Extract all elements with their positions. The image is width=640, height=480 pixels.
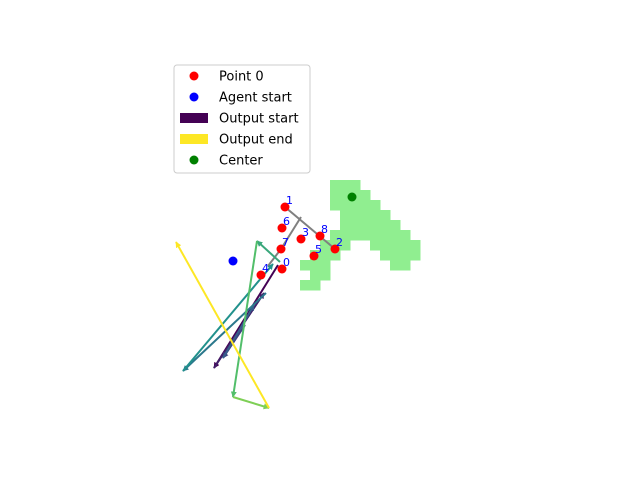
legend-marker [189,155,199,165]
region-cell [360,200,371,211]
keypoint-label: 1 [286,194,293,207]
region-cell [300,260,311,271]
region-cell [400,230,411,241]
legend-label: Agent start [219,91,292,106]
region-cell [380,210,391,221]
region-cell [390,220,401,231]
trajectory-arrow [232,396,270,410]
region-cell [330,250,341,261]
legend-swatch [180,134,208,144]
keypoint-label: 8 [321,223,328,236]
region-cell [340,180,351,191]
region-cell [390,260,401,271]
region-cell [380,240,391,251]
point-layer: 0 1 2 3 4 5 6 7 8 [228,192,357,280]
region-cell [360,220,371,231]
skeleton-edge [284,206,336,250]
region-cell [320,270,331,281]
keypoint-label: 7 [282,236,289,249]
region-cell [310,260,321,271]
region-cell [320,260,331,271]
region-cell [330,230,341,241]
legend: Point 0 Agent start Output start Output end… [173,64,311,174]
region-cell [350,220,361,231]
legend-label: Center [219,154,263,169]
region-cell [360,210,371,221]
region-cell [410,250,421,261]
region-cell [390,250,401,261]
legend-swatch [180,113,208,123]
region-cell [340,230,351,241]
region-cell [330,200,341,211]
region-cell [310,270,321,281]
region-cell [400,250,411,261]
region-cell [370,220,381,231]
trajectory-arrow [230,240,258,398]
keypoint-dot [280,202,290,212]
trajectory-arrow [182,292,267,372]
skeleton-edge [280,216,302,250]
keypoint-dot [309,251,319,261]
trajectory-arrow [182,263,274,372]
trajectory-arrow [256,240,281,263]
keypoint-dot [296,234,306,244]
region-cell [390,230,401,241]
region-cell [350,230,361,241]
agent-start-dot [228,256,238,266]
trajectory-arrow [175,241,270,409]
region-cell [310,280,321,291]
keypoint-label: 3 [302,226,309,239]
region-cell [330,190,341,201]
keypoint-label: 6 [283,215,290,228]
region-cell [350,180,361,191]
keypoint-dot [315,231,325,241]
arrow-layer [175,240,281,410]
legend-label: Point 0 [219,70,264,85]
legend-marker [189,92,199,102]
region-cell [330,180,341,191]
region-cell [360,190,371,201]
region-cell [340,220,351,231]
region-layer [300,180,421,291]
legend-label: Output start [219,112,299,127]
region-cell [370,200,381,211]
region-cell [370,240,381,251]
region-cell [340,240,351,251]
keypoint-dot [330,244,340,254]
region-cell [320,250,331,261]
region-cell [340,190,351,201]
region-cell [350,200,361,211]
legend-label: Output end [219,133,293,148]
region-cell [360,230,371,241]
region-cell [350,210,361,221]
region-cell [370,230,381,241]
keypoint-dot [277,223,287,233]
keypoint-label: 0 [283,256,290,269]
region-cell [410,240,421,251]
region-cell [400,240,411,251]
keypoint-label: 4 [262,262,269,275]
keypoint-label: 2 [336,236,343,249]
region-cell [390,240,401,251]
region-cell [400,260,411,271]
legend-marker [189,71,199,81]
region-cell [380,230,391,241]
region-cell [340,200,351,211]
keypoint-dot [277,264,287,274]
region-cell [380,250,391,261]
region-cell [300,280,311,291]
legend-frame [173,64,311,174]
region-cell [340,210,351,221]
region-cell [380,220,391,231]
keypoint-dot [256,270,266,280]
center-dot [347,192,357,202]
trajectory-arrow [222,304,255,359]
keypoint-dot [276,244,286,254]
keypoint-label: 5 [315,243,322,256]
region-cell [370,210,381,221]
region-cell [320,240,331,251]
